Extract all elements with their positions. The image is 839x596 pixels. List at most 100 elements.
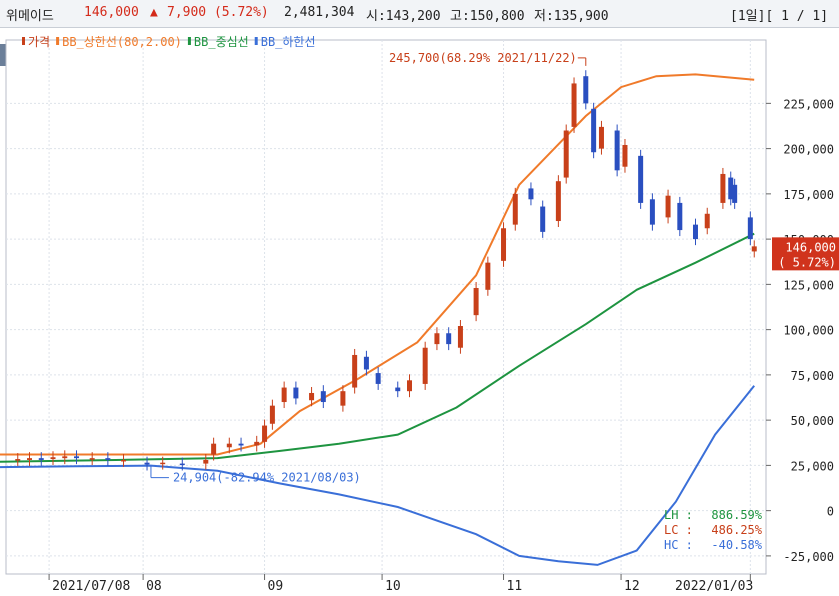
candle (363, 356, 369, 370)
price-label-change: ( 5.72%) (778, 255, 836, 269)
candle (422, 347, 428, 384)
candle (74, 456, 80, 459)
legend-label: BB_하한선 (261, 35, 316, 49)
candle (751, 246, 757, 252)
candle (677, 202, 683, 231)
grid (5, 39, 767, 575)
candle (262, 425, 268, 442)
candle (528, 188, 534, 200)
candle (622, 144, 628, 167)
candle (473, 287, 479, 316)
y-tick-label: 225,000 (783, 97, 834, 111)
low-price: 저:135,900 (534, 9, 609, 24)
candle (352, 354, 358, 388)
y-tick-label: 0 (827, 505, 834, 519)
stat-value: 486.25% (711, 523, 762, 537)
high-price: 고:150,800 (450, 9, 525, 24)
price-chart: 225,000200,000175,000150,000125,000100,0… (0, 35, 839, 594)
candle (320, 391, 326, 403)
candle (395, 387, 401, 392)
candle (50, 457, 56, 460)
candle (62, 456, 68, 459)
candle (563, 130, 569, 178)
y-tick-label: 50,000 (791, 414, 834, 428)
candle (692, 224, 698, 240)
period-selector[interactable]: [1일][ 1 / 1] (730, 9, 829, 24)
legend-label: 가격 (28, 35, 50, 49)
candle (121, 459, 127, 462)
candle (583, 76, 589, 104)
x-tick-label: 08 (146, 579, 162, 594)
candle (555, 181, 561, 222)
candle (446, 333, 452, 345)
legend: 가격 BB_상한선(80,2.00) BB_중심선 BB_하한선 (22, 35, 316, 49)
candle (407, 380, 413, 392)
candle (501, 228, 507, 261)
candle (226, 443, 232, 448)
candle (179, 463, 185, 466)
price-label-value: 146,000 (785, 240, 836, 254)
y-tick-label: 75,000 (791, 369, 834, 383)
candle (293, 387, 299, 399)
candle (457, 326, 463, 348)
candle (571, 83, 577, 127)
y-tick-label: 125,000 (783, 278, 834, 292)
candle (105, 458, 111, 460)
x-tick-label: 2021/07/08 (52, 579, 130, 594)
candle (720, 173, 726, 203)
plot-frame (5, 39, 767, 575)
stat-label: HC : (664, 538, 693, 552)
candle (485, 262, 491, 290)
y-tick-label: 25,000 (791, 459, 834, 473)
candle (591, 108, 597, 153)
candle (649, 199, 655, 225)
candle (211, 443, 217, 455)
candle (728, 177, 734, 200)
candle (732, 184, 738, 203)
candle (27, 458, 33, 460)
candle (203, 459, 209, 464)
current-price: 146,000 (84, 5, 139, 20)
stat-label: LC : (664, 523, 693, 537)
x-tick-label: 09 (268, 579, 284, 594)
legend-swatch (22, 37, 25, 45)
stat-value: -40.58% (711, 538, 762, 552)
stock-name: 위메이드 (6, 9, 54, 24)
candle (254, 441, 260, 446)
stock-header: 위메이드 146,000 ▲ 7,900 (5.72%) 2,481,304 시… (0, 0, 839, 28)
up-arrow-icon: ▲ (150, 5, 158, 20)
series-line (0, 73, 755, 456)
y-tick-label: 100,000 (783, 324, 834, 338)
x-tick-label: 11 (507, 579, 523, 594)
x-tick-label: 2022/01/03 (675, 579, 753, 594)
candle (15, 459, 21, 461)
candles (15, 70, 757, 471)
legend-label: BB_상한선(80,2.00) (62, 35, 182, 49)
candle (434, 333, 440, 345)
candle (160, 462, 166, 465)
legend-swatch (56, 37, 60, 45)
candle (614, 130, 620, 171)
annotations: 245,700(68.29% 2021/11/22) 24,904(-82.94%… (150, 51, 839, 552)
candle (638, 155, 644, 203)
candle (269, 405, 275, 424)
y-tick-label: 200,000 (783, 143, 834, 157)
high-annotation: 245,700(68.29% 2021/11/22) (389, 51, 577, 65)
candle (309, 392, 315, 401)
candle (747, 217, 753, 240)
candle (540, 206, 546, 232)
x-tick-label: 12 (624, 579, 640, 594)
x-tick-label: 10 (385, 579, 401, 594)
candle (512, 193, 518, 225)
legend-label: BB_중심선 (194, 35, 249, 49)
open-price: 시:143,200 (366, 9, 441, 24)
candle (38, 458, 44, 460)
bollinger-bands (0, 73, 755, 566)
candle (89, 458, 95, 460)
low-annotation: 24,904(-82.94% 2021/08/03) (173, 471, 361, 485)
candle (665, 195, 671, 218)
candle (704, 213, 710, 229)
legend-swatch (254, 37, 258, 45)
stat-value: 886.59% (711, 508, 762, 522)
candle (375, 373, 381, 384)
